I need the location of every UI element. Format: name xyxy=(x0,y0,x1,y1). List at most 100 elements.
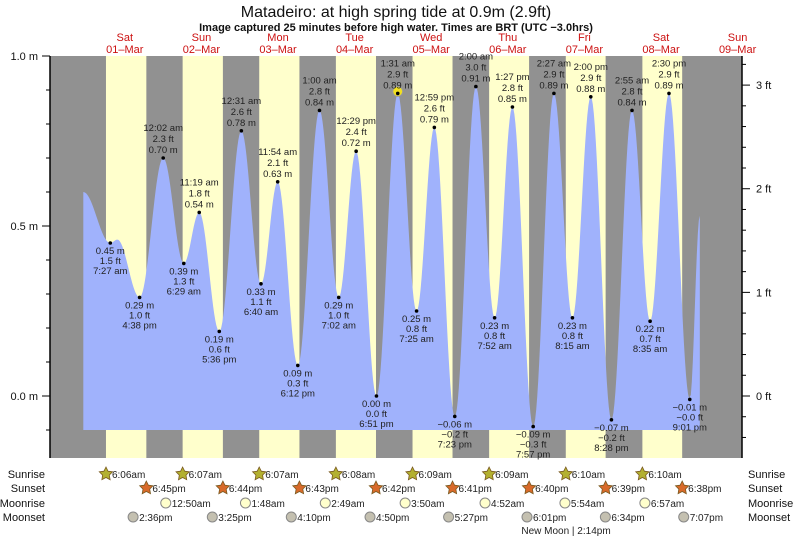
day-label-date: 06–Mar xyxy=(489,44,527,56)
water-level-area xyxy=(83,86,700,430)
moonset-row-label: Moonset xyxy=(3,512,45,524)
high-tide-ft: 2.1 ft xyxy=(267,158,288,169)
low-tide-ft: 0.3 ft xyxy=(287,378,308,389)
high-tide-time: 2:55 am xyxy=(615,75,649,86)
low-tide-point xyxy=(181,261,186,266)
high-tide-time: 12:31 am xyxy=(222,96,262,107)
low-tide-ft: −0.2 ft xyxy=(598,433,625,444)
low-tide-ft: 1.0 ft xyxy=(328,310,349,321)
sunrise-icon xyxy=(328,466,344,481)
low-tide-time: 5:36 pm xyxy=(202,354,236,365)
moonrise-icon xyxy=(639,497,651,509)
low-tide-m: 0.00 m xyxy=(362,399,391,410)
sunset-time: 6:39pm xyxy=(612,484,645,495)
high-tide-point xyxy=(630,108,634,113)
low-tide-time: 6:29 am xyxy=(167,286,201,297)
sunrise-icon xyxy=(634,466,650,481)
water-area xyxy=(83,86,700,430)
sunrise-row-label: Sunrise xyxy=(8,469,45,481)
day-labels: Sat01–MarSun02–MarMon03–MarTue04–MarWed0… xyxy=(106,32,756,56)
sunrise-time: 6:07am xyxy=(189,470,222,481)
low-tide-point xyxy=(414,309,419,313)
low-tide-m: 0.23 m xyxy=(480,321,509,332)
high-tide-ft: 2.8 ft xyxy=(502,83,523,94)
low-tide-point xyxy=(374,394,379,398)
left-axis-tick-label: 0.5 m xyxy=(10,221,38,233)
sunset-icon xyxy=(598,480,614,495)
high-tide-ft: 3.0 ft xyxy=(465,63,486,74)
low-tide-ft: −0.2 ft xyxy=(441,429,468,440)
sunset-row-label-right: Sunset xyxy=(748,483,782,495)
high-tide-m: 0.84 m xyxy=(305,97,334,108)
low-tide-m: 0.19 m xyxy=(205,334,234,345)
high-tide-time: 11:19 am xyxy=(180,177,219,188)
high-tide-point xyxy=(197,210,202,215)
moonset-icon xyxy=(206,511,218,523)
low-tide-time: 6:40 am xyxy=(244,307,278,318)
low-tide-point xyxy=(609,418,614,422)
moonrise-icon xyxy=(239,497,251,509)
moonset-icon xyxy=(364,511,376,523)
sunset-icon xyxy=(445,480,461,495)
day-label-dow: Wed xyxy=(420,32,442,44)
low-tide-ft: 0.0 ft xyxy=(366,409,387,420)
high-tide-m: 0.79 m xyxy=(420,114,449,125)
high-tide-point xyxy=(474,84,478,89)
chart-subtitle: Image captured 25 minutes before high wa… xyxy=(199,22,593,34)
high-tide-ft: 2.9 ft xyxy=(387,69,408,80)
moonrise-icon xyxy=(559,497,571,509)
high-tide-point xyxy=(432,125,437,130)
sunrise-time: 6:10am xyxy=(648,470,681,481)
moonset-icon xyxy=(285,511,297,523)
moonrise-time: 3:50am xyxy=(411,499,444,510)
high-tide-ft: 2.4 ft xyxy=(346,127,367,138)
moonset-icon xyxy=(599,511,611,523)
low-tide-m: 0.29 m xyxy=(125,300,154,311)
sunset-time: 6:38pm xyxy=(688,484,721,495)
low-tide-point xyxy=(295,363,300,368)
sunset-icon xyxy=(521,480,537,495)
high-tide-point xyxy=(239,129,244,133)
low-tide-time: 4:38 pm xyxy=(122,320,156,331)
moonset-time: 2:36pm xyxy=(139,513,172,524)
high-tide-time: 1:27 pm xyxy=(495,72,529,83)
high-tide-point xyxy=(275,180,280,184)
high-tide-point xyxy=(395,91,400,96)
low-tide-time: 9:01 pm xyxy=(673,422,707,433)
sunset-time: 6:44pm xyxy=(229,484,262,495)
moonset-icon xyxy=(678,511,690,523)
low-tide-point xyxy=(137,295,142,300)
sunrise-time: 6:10am xyxy=(572,470,605,481)
low-tide-ft: 1.1 ft xyxy=(250,297,271,308)
moonrise-time: 1:48am xyxy=(251,499,284,510)
high-tide-ft: 2.8 ft xyxy=(621,86,642,97)
low-tide-time: 6:12 pm xyxy=(281,388,315,399)
high-tide-time: 2:30 pm xyxy=(652,58,686,69)
moonset-row-label-right: Moonset xyxy=(748,512,790,524)
high-tide-time: 2:00 am xyxy=(459,52,493,63)
sunrise-time: 6:09am xyxy=(495,470,528,481)
day-label-dow: Tue xyxy=(345,32,364,44)
day-label-dow: Sat xyxy=(653,32,670,44)
high-tide-m: 0.89 m xyxy=(383,80,412,91)
day-label-date: 07–Mar xyxy=(566,44,604,56)
current-tide-marker xyxy=(392,85,404,97)
day-label-dow: Mon xyxy=(267,32,288,44)
right-axis-tick-label: 3 ft xyxy=(756,80,771,92)
sunrise-time: 6:06am xyxy=(112,470,145,481)
high-tide-point xyxy=(317,108,322,113)
low-tide-ft: 1.5 ft xyxy=(100,256,121,267)
sunset-icon xyxy=(368,480,384,495)
high-tide-m: 0.54 m xyxy=(185,199,214,210)
low-tide-point xyxy=(217,329,222,334)
low-tide-time: 7:23 pm xyxy=(438,439,472,450)
low-tide-point xyxy=(452,414,457,419)
high-tide-ft: 2.9 ft xyxy=(658,69,679,80)
day-label-dow: Sun xyxy=(728,32,748,44)
low-tide-m: −0.09 m xyxy=(516,430,551,441)
day-label-date: 09–Mar xyxy=(719,44,757,56)
low-tide-m: 0.09 m xyxy=(283,368,312,379)
day-label-date: 02–Mar xyxy=(183,44,221,56)
low-tide-m: 0.25 m xyxy=(402,314,431,325)
low-tide-time: 8:35 am xyxy=(633,344,667,355)
